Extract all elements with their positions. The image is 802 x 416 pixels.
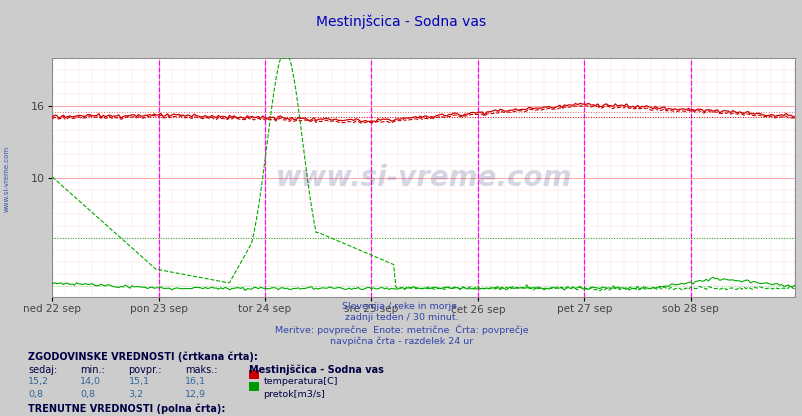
Text: 3,2: 3,2 xyxy=(128,390,144,399)
Text: Mestinjščica - Sodna vas: Mestinjščica - Sodna vas xyxy=(249,365,383,375)
Text: 0,8: 0,8 xyxy=(80,390,95,399)
Text: temperatura[C]: temperatura[C] xyxy=(263,377,338,386)
Text: 15,1: 15,1 xyxy=(128,377,149,386)
Text: TRENUTNE VREDNOSTI (polna črta):: TRENUTNE VREDNOSTI (polna črta): xyxy=(28,404,225,414)
Text: ZGODOVINSKE VREDNOSTI (črtkana črta):: ZGODOVINSKE VREDNOSTI (črtkana črta): xyxy=(28,352,257,362)
Text: sedaj:: sedaj: xyxy=(28,365,57,375)
Text: min.:: min.: xyxy=(80,365,105,375)
Text: 14,0: 14,0 xyxy=(80,377,101,386)
Text: navpična črta - razdelek 24 ur: navpična črta - razdelek 24 ur xyxy=(330,337,472,346)
Text: 0,8: 0,8 xyxy=(28,390,43,399)
Text: maks.:: maks.: xyxy=(184,365,217,375)
Text: www.si-vreme.com: www.si-vreme.com xyxy=(3,146,10,212)
Text: www.si-vreme.com: www.si-vreme.com xyxy=(275,164,571,192)
Text: Mestinjšcica - Sodna vas: Mestinjšcica - Sodna vas xyxy=(316,15,486,29)
Text: pretok[m3/s]: pretok[m3/s] xyxy=(263,390,325,399)
Text: Meritve: povprečne  Enote: metrične  Črta: povprečje: Meritve: povprečne Enote: metrične Črta:… xyxy=(274,325,528,335)
Text: povpr.:: povpr.: xyxy=(128,365,162,375)
Text: 12,9: 12,9 xyxy=(184,390,205,399)
Text: 16,1: 16,1 xyxy=(184,377,205,386)
Text: 15,2: 15,2 xyxy=(28,377,49,386)
Text: Slovenija / reke in morje.: Slovenija / reke in morje. xyxy=(342,302,460,311)
Text: zadnji teden / 30 minut.: zadnji teden / 30 minut. xyxy=(344,313,458,322)
